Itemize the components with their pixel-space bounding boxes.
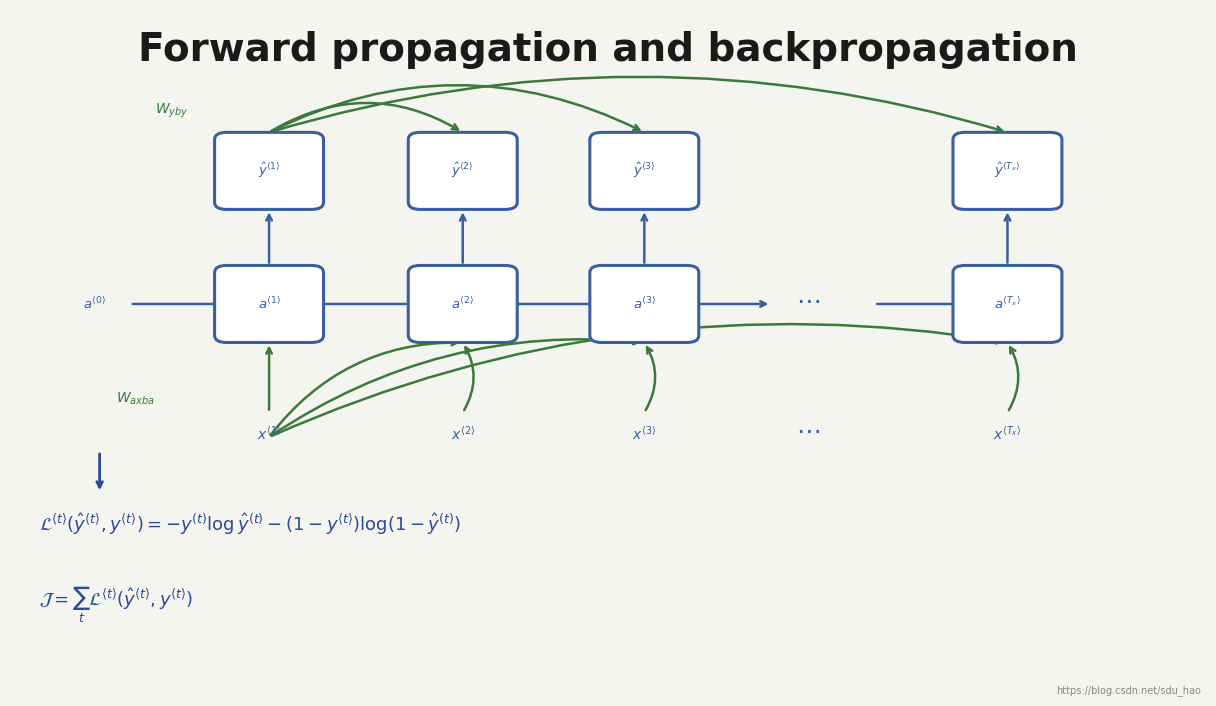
FancyBboxPatch shape <box>214 132 323 210</box>
Text: $x^{\langle 3\rangle}$: $x^{\langle 3\rangle}$ <box>632 424 657 443</box>
Text: https://blog.csdn.net/sdu_hao: https://blog.csdn.net/sdu_hao <box>1057 686 1201 696</box>
Text: $\hat{y}^{\langle 1\rangle}$: $\hat{y}^{\langle 1\rangle}$ <box>258 161 281 181</box>
Text: $\mathcal{L}^{\langle t \rangle}(\hat{y}^{\langle t \rangle}, y^{\langle t \rang: $\mathcal{L}^{\langle t \rangle}(\hat{y}… <box>39 512 462 537</box>
Text: $\mathcal{J} = \sum_t \mathcal{L}^{\langle t \rangle}(\hat{y}^{\langle t \rangle: $\mathcal{J} = \sum_t \mathcal{L}^{\lang… <box>39 585 193 626</box>
FancyBboxPatch shape <box>953 265 1062 342</box>
Text: $a^{\langle T_x\rangle}$: $a^{\langle T_x\rangle}$ <box>993 296 1021 312</box>
Text: $x^{\langle 1\rangle}$: $x^{\langle 1\rangle}$ <box>257 424 281 443</box>
Text: $\hat{y}^{\langle 3\rangle}$: $\hat{y}^{\langle 3\rangle}$ <box>634 161 655 181</box>
Text: $a^{\langle 1\rangle}$: $a^{\langle 1\rangle}$ <box>258 296 281 312</box>
Text: $W_{yby}$: $W_{yby}$ <box>156 102 188 121</box>
Text: $a^{\langle 2\rangle}$: $a^{\langle 2\rangle}$ <box>451 296 474 312</box>
FancyBboxPatch shape <box>590 265 699 342</box>
Text: $\cdots$: $\cdots$ <box>795 418 820 442</box>
FancyBboxPatch shape <box>409 132 517 210</box>
Text: Forward propagation and backpropagation: Forward propagation and backpropagation <box>139 31 1077 68</box>
FancyBboxPatch shape <box>214 265 323 342</box>
Text: $a^{\langle 3\rangle}$: $a^{\langle 3\rangle}$ <box>632 296 655 312</box>
Text: $\hat{y}^{\langle 2\rangle}$: $\hat{y}^{\langle 2\rangle}$ <box>451 161 474 181</box>
FancyBboxPatch shape <box>409 265 517 342</box>
Text: $a^{\langle 0\rangle}$: $a^{\langle 0\rangle}$ <box>83 296 106 312</box>
Text: $x^{\langle 2\rangle}$: $x^{\langle 2\rangle}$ <box>451 424 474 443</box>
Text: $W_{axba}$: $W_{axba}$ <box>117 390 156 407</box>
Text: $\cdots$: $\cdots$ <box>795 289 820 313</box>
FancyBboxPatch shape <box>590 132 699 210</box>
Text: $\hat{y}^{\langle T_x\rangle}$: $\hat{y}^{\langle T_x\rangle}$ <box>995 161 1020 181</box>
FancyBboxPatch shape <box>953 132 1062 210</box>
Text: $x^{\langle T_x\rangle}$: $x^{\langle T_x\rangle}$ <box>993 424 1021 443</box>
